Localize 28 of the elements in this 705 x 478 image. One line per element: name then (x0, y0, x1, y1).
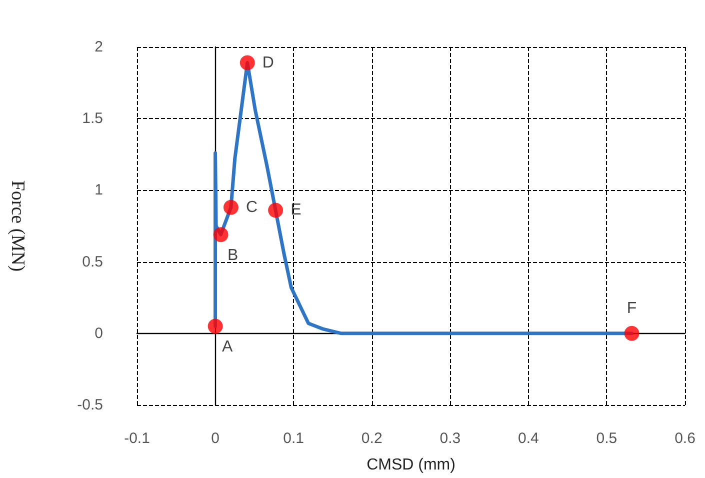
point (208, 318, 223, 334)
x-tick-label: -0.1 (124, 430, 150, 447)
point (213, 227, 228, 242)
annotation: A (222, 338, 233, 356)
x-tick-label: 0.1 (283, 430, 304, 447)
y-tick-label: 2 (94, 38, 103, 56)
annotation: D (262, 54, 274, 72)
annotation: E (290, 202, 302, 219)
x-axis-title: CMSD (mm) (366, 456, 456, 474)
annotation: F (626, 300, 637, 317)
point (240, 55, 255, 70)
point (624, 326, 640, 341)
x-tick-label: 0.2 (361, 430, 382, 447)
x-tick-label: 0 (211, 430, 220, 447)
x-tick-label: 0.3 (440, 430, 461, 447)
x-tick-label: 0.4 (518, 430, 539, 447)
point (223, 200, 238, 215)
annotation: C (246, 198, 258, 216)
y-tick-label: 1.5 (82, 110, 103, 128)
y-tick-label: 1 (94, 182, 103, 199)
y-tick-label: 0 (94, 324, 103, 342)
annotation: B (227, 247, 238, 264)
y-axis-title: Force (MN) (7, 180, 28, 272)
point (268, 202, 284, 218)
y-tick-label: -0.5 (77, 396, 103, 414)
y-tick-label: 0.5 (82, 253, 103, 270)
x-tick-label: 0.5 (596, 430, 618, 447)
x-tick-label: 0.6 (674, 430, 696, 447)
